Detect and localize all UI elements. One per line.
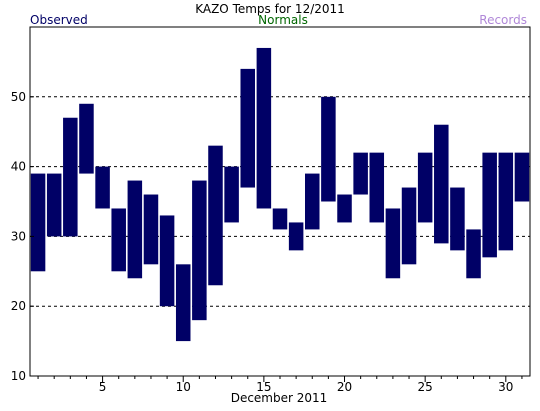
temperature-bar bbox=[46, 173, 62, 237]
temperature-bars bbox=[30, 47, 530, 342]
temperature-bar bbox=[208, 145, 223, 286]
legend-records: Records bbox=[479, 13, 527, 27]
x-tick-label: 15 bbox=[256, 380, 271, 394]
temperature-bar bbox=[305, 173, 320, 230]
temperature-bar bbox=[272, 208, 288, 230]
chart-title: KAZO Temps for 12/2011 bbox=[195, 2, 345, 16]
temperature-bar bbox=[240, 68, 255, 188]
temperature-bar bbox=[159, 215, 175, 307]
y-tick-label: 10 bbox=[11, 369, 26, 383]
temperature-bar bbox=[353, 152, 368, 195]
temperature-bar bbox=[466, 229, 481, 279]
temperature-bar bbox=[498, 152, 514, 251]
temperature-bar bbox=[95, 166, 110, 209]
x-tick-label: 5 bbox=[99, 380, 107, 394]
legend-normals: Normals bbox=[258, 13, 308, 27]
temperature-bar bbox=[30, 173, 46, 272]
temperature-bar bbox=[63, 117, 78, 237]
temperature-bar bbox=[482, 152, 497, 258]
x-tick-label: 10 bbox=[176, 380, 191, 394]
y-tick-label: 40 bbox=[11, 160, 26, 174]
temperature-bar bbox=[224, 166, 239, 223]
temperature-bar bbox=[385, 208, 401, 279]
x-axis-label: December 2011 bbox=[231, 391, 328, 405]
temperature-bar bbox=[79, 103, 94, 174]
x-tick-label: 30 bbox=[498, 380, 513, 394]
temperature-bar bbox=[288, 222, 304, 251]
x-tick-label: 20 bbox=[337, 380, 352, 394]
y-tick-label: 20 bbox=[11, 299, 26, 313]
temperature-bar bbox=[337, 194, 352, 223]
temperature-bar bbox=[256, 47, 272, 209]
temperature-bar bbox=[369, 152, 385, 223]
temperature-bar bbox=[434, 124, 449, 244]
temperature-bar bbox=[450, 187, 465, 251]
temperature-bar bbox=[111, 208, 126, 272]
x-tick-label: 25 bbox=[418, 380, 433, 394]
legend-observed: Observed bbox=[30, 13, 88, 27]
temperature-bar bbox=[175, 264, 191, 342]
y-tick-label: 50 bbox=[11, 90, 26, 104]
temperature-bar bbox=[321, 96, 336, 202]
temperature-bar bbox=[417, 152, 433, 223]
temperature-bar bbox=[514, 152, 530, 202]
axes: 10 20 30 40 50 5 10 15 20 25 30 bbox=[11, 26, 531, 394]
temperature-bar bbox=[401, 187, 417, 265]
y-tick-label: 30 bbox=[11, 229, 26, 243]
temperature-bar bbox=[192, 180, 207, 321]
temperature-bar bbox=[143, 194, 159, 265]
temperature-bar bbox=[127, 180, 143, 279]
